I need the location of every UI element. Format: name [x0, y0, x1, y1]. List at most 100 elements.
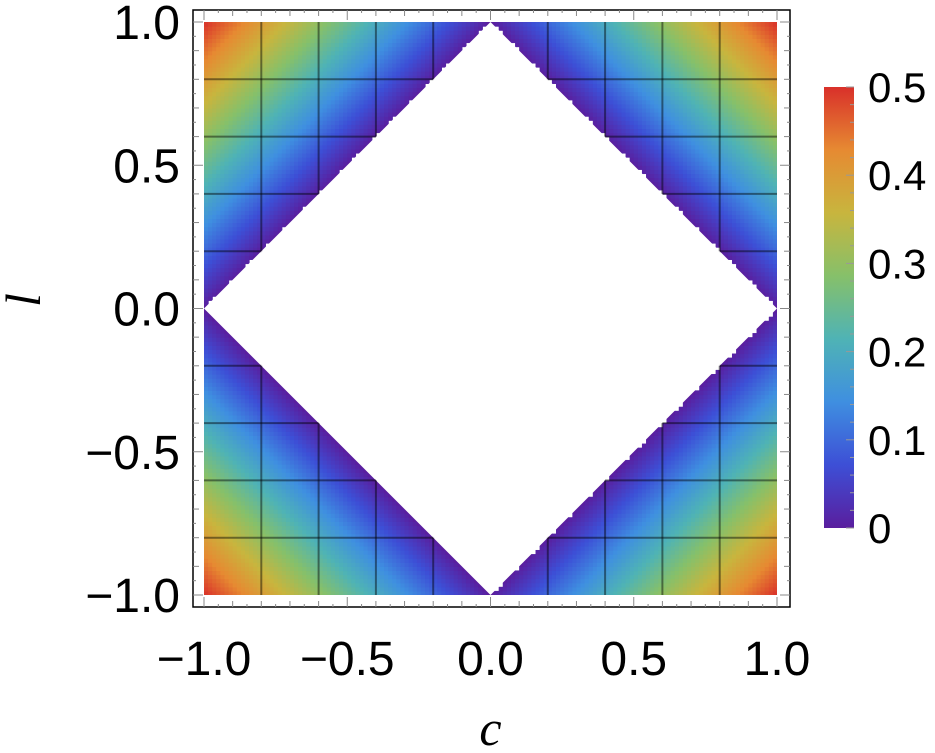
heat-cell: [461, 574, 467, 580]
heat-cell: [408, 529, 414, 535]
heat-cell: [244, 586, 250, 592]
heat-cell: [240, 378, 246, 383]
heat-cell: [310, 545, 316, 551]
heat-cell: [273, 410, 279, 416]
heat-cell: [265, 197, 271, 203]
heat-cell: [240, 214, 246, 220]
heat-cell: [298, 492, 303, 498]
heat-cell: [228, 488, 234, 494]
heat-cell: [216, 333, 221, 338]
heat-cell: [363, 67, 369, 72]
heat-cell: [204, 136, 209, 142]
heat-cell: [404, 578, 410, 584]
heat-cell: [363, 50, 369, 56]
heat-cell: [244, 419, 250, 424]
heat-cell: [249, 157, 254, 162]
heat-cell: [367, 83, 373, 89]
heat-cell: [351, 148, 357, 154]
heat-cell: [273, 193, 279, 199]
heat-cell: [298, 537, 303, 543]
heat-cell: [359, 566, 365, 572]
heat-cell: [261, 521, 266, 527]
heat-cell: [379, 541, 385, 547]
heat-cell: [208, 525, 213, 531]
heat-cell: [322, 173, 328, 179]
heat-cell: [302, 128, 307, 134]
heat-cell: [429, 50, 434, 56]
heat-cell: [375, 26, 381, 31]
heat-cell: [249, 34, 254, 39]
heat-cell: [449, 590, 455, 595]
heat-cell: [204, 222, 209, 228]
heat-cell: [204, 95, 209, 101]
heat-cell: [379, 62, 385, 68]
heat-cell: [236, 148, 242, 154]
heat-cell: [318, 496, 324, 502]
heat-cell: [265, 218, 271, 224]
heat-cell: [208, 353, 213, 359]
heat-cell: [236, 484, 242, 490]
heat-cell: [277, 107, 283, 113]
heat-cell: [347, 26, 352, 31]
heat-cell: [253, 513, 258, 518]
heat-cell: [277, 95, 283, 101]
heat-cell: [449, 570, 455, 576]
heat-cell: [326, 533, 332, 539]
heat-cell: [277, 590, 283, 595]
heat-cell: [515, 586, 520, 592]
heat-cell: [375, 533, 381, 539]
heat-cell: [322, 99, 328, 105]
heat-cell: [449, 574, 455, 580]
heat-cell: [449, 586, 455, 592]
heat-cell: [429, 570, 434, 576]
heat-cell: [457, 46, 463, 52]
heat-cell: [249, 484, 254, 490]
heat-cell: [388, 517, 393, 522]
heat-cell: [228, 189, 234, 195]
heat-cell: [289, 120, 295, 125]
heat-cell: [412, 586, 418, 592]
heat-cell: [244, 578, 250, 584]
heat-cell: [298, 71, 303, 76]
heat-cell: [388, 54, 393, 60]
heat-cell: [306, 455, 312, 461]
heat-cell: [425, 533, 430, 539]
heat-cell: [298, 58, 303, 64]
heat-cell: [244, 378, 250, 383]
heat-cell: [212, 410, 217, 416]
heat-cell: [228, 120, 234, 125]
heat-cell: [224, 382, 230, 387]
heat-cell: [244, 439, 250, 445]
heat-cell: [416, 79, 422, 84]
heat-cell: [265, 99, 271, 105]
heat-cell: [396, 58, 402, 64]
heat-cell: [408, 58, 414, 64]
heat-cell: [240, 50, 246, 56]
heat-cell: [269, 480, 275, 486]
heat-cell: [212, 545, 217, 551]
heat-cell: [257, 50, 262, 56]
heat-cell: [204, 54, 209, 60]
heat-cell: [355, 120, 361, 125]
heat-cell: [322, 22, 328, 27]
heat-cell: [355, 112, 361, 117]
heat-cell: [216, 586, 221, 592]
heat-cell: [269, 161, 275, 166]
heat-cell: [273, 103, 279, 109]
heat-cell: [212, 83, 217, 89]
heat-cell: [257, 468, 262, 473]
heat-cell: [400, 91, 406, 97]
heat-cell: [273, 226, 279, 232]
heat-cell: [228, 202, 234, 207]
heat-cell: [236, 521, 242, 527]
heat-cell: [224, 500, 230, 506]
heat-cell: [208, 58, 213, 64]
heat-cell: [339, 128, 344, 134]
heat-cell: [457, 566, 463, 572]
heat-cell: [289, 91, 295, 97]
heat-cell: [302, 54, 307, 60]
heat-cell: [310, 173, 316, 179]
heat-cell: [294, 464, 299, 469]
heat-cell: [371, 545, 377, 551]
heat-cell: [343, 50, 348, 56]
